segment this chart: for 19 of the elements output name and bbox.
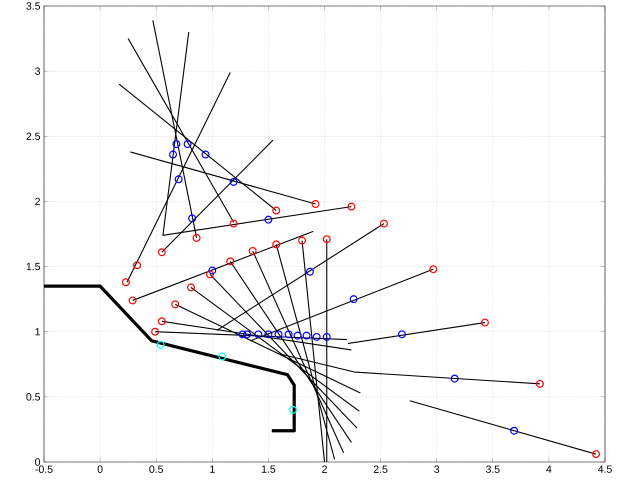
y-tick-label: 2 (35, 198, 40, 206)
x-tick-label: 2.5 (374, 466, 388, 473)
x-tick-label: 4.5 (598, 466, 612, 473)
x-tick-label: 1.5 (262, 466, 276, 473)
x-tick-label: 3.5 (486, 466, 500, 473)
y-tick-label: 2.5 (26, 132, 40, 140)
y-tick-label: 3 (35, 67, 40, 75)
y-tick-label: 1.5 (26, 262, 40, 270)
x-tick-label: 3 (434, 466, 440, 473)
x-tick-label: 0 (98, 466, 103, 473)
x-tick-label: 4 (546, 466, 552, 473)
x-tick-label: 1 (210, 466, 215, 473)
y-tick-label: 0 (35, 458, 40, 466)
y-tick-label: 0.5 (26, 393, 40, 401)
y-tick-label: 3.5 (26, 2, 40, 10)
y-tick-label: 1 (35, 328, 40, 336)
x-tick-label: 2 (322, 466, 327, 473)
x-tick-label: -0.5 (35, 466, 53, 473)
x-tick-label: 0.5 (149, 466, 164, 473)
